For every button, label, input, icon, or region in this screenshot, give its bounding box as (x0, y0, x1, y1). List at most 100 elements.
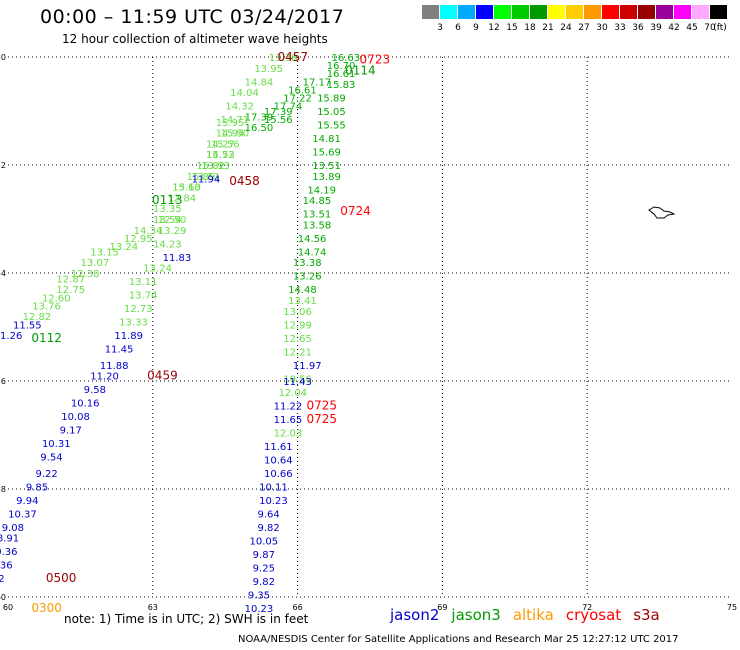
swh-value: 9.82 (253, 577, 275, 588)
swh-value: 15.56 (264, 115, 293, 126)
scale-label: 45 (686, 23, 698, 33)
swh-value: 9.85 (26, 482, 48, 493)
swh-value: 16.61 (327, 69, 356, 80)
swh-value: 11.89 (114, 331, 143, 342)
lat-tick-label: -54 (0, 269, 6, 278)
swh-value: 15.83 (327, 80, 356, 91)
credit-line: NOAA/NESDIS Center for Satellite Applica… (238, 634, 679, 645)
lon-tick-label: 66 (293, 603, 303, 612)
swh-value: 13.51 (303, 210, 332, 221)
lon-tick-label: 69 (437, 603, 447, 612)
swh-value: 14.84 (245, 77, 274, 88)
swh-value: 15.82 (196, 161, 225, 172)
swh-value: 13.51 (312, 161, 341, 172)
scale-swatch (638, 5, 655, 19)
swh-value: 11.22 (274, 401, 303, 412)
lat-lon-grid (8, 56, 732, 598)
pass-time-label: 0724 (340, 204, 371, 218)
footnote: note: 1) Time is in UTC; 2) SWH is in fe… (64, 612, 309, 626)
swh-value: 14.19 (307, 185, 336, 196)
swh-value: 13.26 (293, 272, 322, 283)
swh-value: 9.17 (60, 426, 82, 437)
scale-label: 36 (632, 23, 644, 33)
lat-tick-label: -58 (0, 485, 6, 494)
swh-value: 12.65 (283, 334, 312, 345)
swh-value: 9.02 (0, 574, 5, 585)
swh-value: 16.63 (332, 53, 361, 64)
scale-swatch (494, 5, 511, 19)
swh-value: 12.73 (124, 304, 153, 315)
scale-swatch (692, 5, 709, 19)
swh-value: 11.20 (90, 372, 119, 383)
axis-ticks: 60 63 66 69 72 75 -50 -52 -54 -56 -58 -60 (0, 53, 737, 612)
swh-value: 15.05 (317, 107, 346, 118)
scale-label: 3 (437, 23, 443, 33)
legend-entry-altika: altika (512, 606, 554, 624)
swh-value: 13.15 (90, 247, 119, 258)
swh-value: 13.74 (129, 291, 158, 302)
swh-value: 9.87 (253, 550, 275, 561)
swh-value: 13.35 (153, 204, 182, 215)
scale-swatch (584, 5, 601, 19)
swh-value: 14.85 (303, 196, 332, 207)
swh-value: 14.52 (206, 150, 235, 161)
swh-value: 10.37 (8, 509, 37, 520)
swh-value: 10.05 (249, 536, 278, 547)
swh-value: 16.70 (327, 61, 356, 72)
swh-value: 12.84 (167, 193, 196, 204)
swh-value: 13.24 (110, 242, 139, 253)
swh-value: 14.71 (221, 115, 250, 126)
swh-value: 17.39 (245, 112, 274, 123)
scale-label: 6 (455, 23, 461, 33)
scale-swatch (422, 5, 439, 19)
swh-value: 16.61 (288, 85, 317, 96)
lon-tick-label: 63 (148, 603, 158, 612)
swh-value: 13.51 (192, 172, 221, 183)
swh-value: 10.36 (0, 561, 13, 572)
swh-value: 15.89 (317, 94, 346, 105)
swh-value: 14.56 (298, 234, 327, 245)
swh-value: 12.95 (124, 234, 153, 245)
swh-value: 15.56 (211, 139, 240, 150)
scale-label: 15 (506, 23, 518, 33)
pass-time-label: 0112 (31, 331, 62, 345)
swh-value: 14.27 (206, 139, 235, 150)
swh-value: 14.81 (312, 134, 341, 145)
swh-value: 13.54 (153, 215, 182, 226)
swh-value: 17.74 (274, 102, 303, 113)
swh-value: 10.23 (259, 496, 288, 507)
swh-value: 15.50 (221, 129, 250, 140)
swh-value: 10.31 (42, 439, 71, 450)
scale-swatch (548, 5, 565, 19)
lat-tick-label: -60 (0, 593, 6, 602)
lat-tick-label: -56 (0, 377, 6, 386)
swh-value: 9.08 (2, 523, 24, 534)
swh-value: 13.07 (81, 258, 110, 269)
swh-value: 13.95 (254, 64, 283, 75)
swh-value: 15.69 (312, 148, 341, 159)
swh-value: 9.64 (258, 509, 280, 520)
swh-value: 15.89 (187, 172, 216, 183)
swh-value: 9.22 (35, 469, 57, 480)
scale-swatch (674, 5, 691, 19)
lat-tick-label: -52 (0, 161, 6, 170)
swh-value: 10.16 (71, 399, 100, 410)
legend-entry-cryosat: cryosat (565, 606, 622, 624)
swh-value: 13.24 (143, 264, 172, 275)
scale-swatch (530, 5, 547, 19)
swh-value: 12.60 (42, 293, 71, 304)
scale-label: 21 (542, 23, 554, 33)
swh-value: 14.94 (216, 129, 245, 140)
swh-value: 11.88 (100, 361, 129, 372)
swh-value: 11.83 (163, 253, 192, 264)
swh-value: 13.58 (303, 220, 332, 231)
swh-value: 13.38 (269, 53, 298, 64)
scale-label: 42 (668, 23, 680, 33)
swh-value: 11.43 (283, 377, 312, 388)
swh-value: 14.04 (230, 88, 259, 99)
swh-value: 9.54 (40, 453, 62, 464)
swh-value: 15.13 (172, 183, 201, 194)
pass-time-label: 0500 (46, 571, 77, 585)
scale-unit: (ft) (713, 23, 727, 33)
swh-value: 9.82 (258, 523, 280, 534)
